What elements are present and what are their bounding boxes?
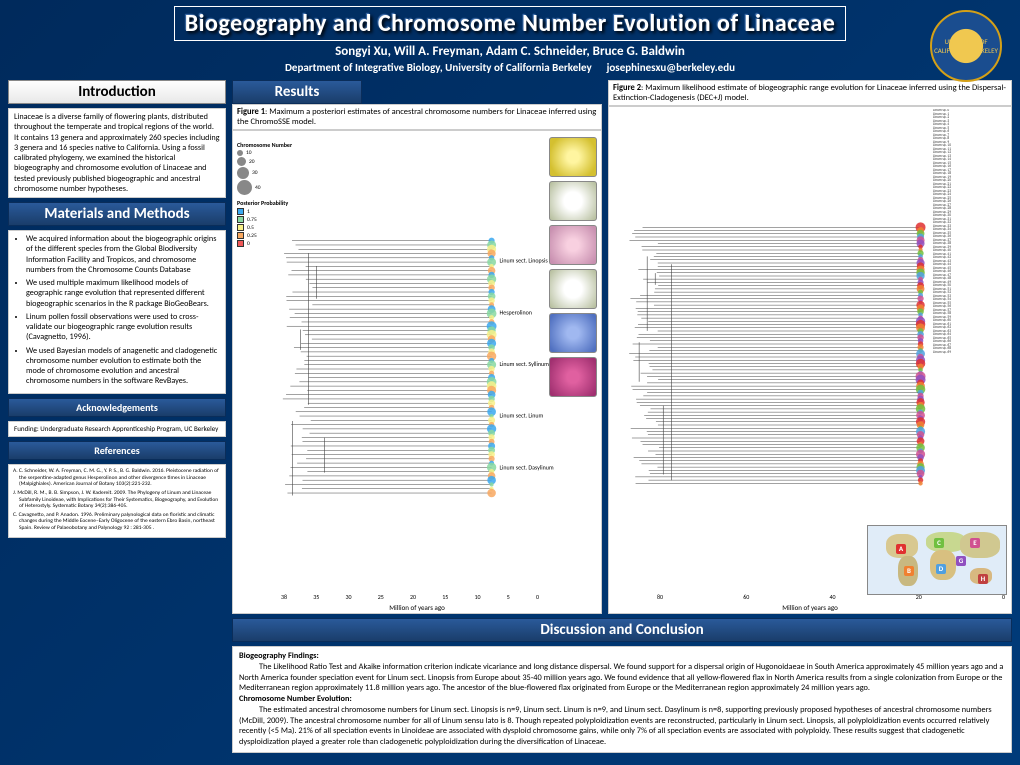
content-area: Introduction Linaceae is a diverse famil… [0, 76, 1020, 759]
map-marker: C [934, 538, 944, 548]
clade-label: Hesperolinon [500, 308, 532, 316]
map-marker: H [978, 574, 988, 584]
reference-item: J. McDill, R. M., B. B. Simpson, J. W. K… [13, 490, 221, 510]
reference-item: C. Cavagnetto, and P. Anadon. 1996. Prel… [13, 512, 221, 532]
chrom-body: The estimated ancestral chromosome numbe… [239, 705, 1005, 748]
seal-text: UNIVERSITY OF CALIFORNIA BERKELEY [932, 37, 1000, 55]
chrom-legend-row: 30 [237, 167, 292, 179]
prob-legend-row: 0.75 [237, 216, 292, 223]
affil-text: Department of Integrative Biology, Unive… [285, 61, 592, 74]
chrom-legend-row: 10 [237, 150, 292, 156]
biogeo-body: The Likelihood Ratio Test and Akaike inf… [239, 662, 1005, 694]
methods-header: Materials and Methods [8, 202, 226, 226]
clade-label: Linum sect. Dasylinum [500, 463, 554, 471]
reference-item: A. C. Schneider, W. A. Freyman, C. M. G.… [13, 468, 221, 488]
title-bar: Biogeography and Chromosome Number Evolu… [0, 0, 1020, 76]
right-column: Results Figure 1: Figure 1: Maximum a po… [232, 80, 1012, 753]
prob-legend-title: Posterior Probability [237, 199, 292, 207]
chrom-legend-title: Chromosome Number [237, 141, 292, 149]
chrom-legend-row: 20 [237, 157, 292, 166]
flower-yellow-icon [549, 137, 597, 177]
methods-item: We used multiple maximum likelihood mode… [26, 278, 220, 309]
tick: 5 [507, 593, 510, 601]
flower-magenta-icon [549, 357, 597, 397]
tick: 40 [829, 593, 835, 601]
map-marker: E [970, 538, 980, 548]
methods-item: We acquired information about the biogeo… [26, 234, 220, 275]
discussion-body: Biogeography Findings: The Likelihood Ra… [232, 646, 1012, 753]
figure-1: Results Figure 1: Figure 1: Maximum a po… [232, 80, 602, 614]
biogeo-title: Biogeography Findings: [239, 651, 319, 661]
tick: 15 [442, 593, 448, 601]
fig2-body: Linum sp. 0Linum sp. 1Linum sp. 2Linum s… [608, 106, 1012, 614]
ack-header: Acknowledgements [8, 398, 226, 417]
map-marker: D [936, 564, 946, 574]
figure-2: Figure 2: Maximum likelihood estimate of… [608, 80, 1012, 614]
clade-label: Linum sect. Linum [500, 412, 544, 420]
world-map: A B C D EG H [867, 525, 1007, 595]
methods-body: We acquired information about the biogeo… [8, 230, 226, 394]
fig1-axis: Million of years ago [233, 603, 601, 612]
prob-legend-row: 1 [237, 208, 292, 215]
tick: 60 [743, 593, 749, 601]
left-column: Introduction Linaceae is a diverse famil… [8, 80, 226, 753]
tick: 20 [916, 593, 922, 601]
chrom-title: Chromosome Number Evolution: [239, 694, 352, 704]
fig2-axis: Million of years ago [609, 603, 1011, 612]
fig2-caption: Figure 2: Maximum likelihood estimate of… [608, 80, 1012, 106]
species-list: Linum sp. 0Linum sp. 1Linum sp. 2Linum s… [933, 109, 1009, 354]
flower-blue-icon [549, 313, 597, 353]
fig1-body: Chromosome Number 10203040 Posterior Pro… [232, 130, 602, 614]
tick: 10 [475, 593, 481, 601]
map-marker: A [896, 544, 906, 554]
prob-legend-row: 0.5 [237, 224, 292, 231]
tick: 35 [313, 593, 319, 601]
tick: 0 [1002, 593, 1005, 601]
tick: 38 [281, 593, 287, 601]
tick: 80 [657, 593, 663, 601]
intro-body: Linaceae is a diverse family of flowerin… [8, 108, 226, 198]
tick: 25 [378, 593, 384, 601]
intro-header: Introduction [8, 80, 226, 104]
prob-legend-row: 0.25 [237, 232, 292, 239]
prob-legend-row: 0 [237, 240, 292, 247]
chrom-legend: Chromosome Number 10203040 Posterior Pro… [237, 141, 292, 248]
email: josephinesxu@berkeley.edu [607, 61, 735, 74]
fig1-ticks: 38 35 30 25 20 15 10 5 0 [281, 593, 539, 601]
clade-label: Linum sect. Syllinum [500, 360, 550, 368]
flower-images [549, 137, 597, 397]
berkeley-seal-icon: UNIVERSITY OF CALIFORNIA BERKELEY [930, 10, 1002, 82]
affiliation: Department of Integrative Biology, Unive… [10, 61, 1010, 74]
chrom-legend-row: 40 [237, 180, 292, 195]
map-marker: B [904, 566, 914, 576]
fig2-ticks: 80 60 40 20 0 [657, 593, 1005, 601]
tick: 30 [346, 593, 352, 601]
flower-white-icon [549, 181, 597, 221]
methods-item: We used Bayesian models of anagenetic an… [26, 346, 220, 387]
ack-body: Funding: Undergraduate Research Apprenti… [8, 421, 226, 438]
discussion-header: Discussion and Conclusion [232, 618, 1012, 642]
tick: 20 [410, 593, 416, 601]
clade-label: Linum sect. Linopsis [500, 257, 549, 265]
flower-white2-icon [549, 269, 597, 309]
tick: 0 [536, 593, 539, 601]
refs-header: References [8, 441, 226, 460]
results-header: Results [232, 80, 362, 104]
map-marker: G [956, 556, 966, 566]
methods-item: Linum pollen fossil observations were us… [26, 312, 220, 343]
fig1-caption: Figure 1: Figure 1: Maximum a posteriori… [232, 104, 602, 130]
poster-title: Biogeography and Chromosome Number Evolu… [174, 6, 847, 41]
authors: Songyi Xu, Will A. Freyman, Adam C. Schn… [10, 44, 1010, 59]
flower-pink-icon [549, 225, 597, 265]
figure-row: Results Figure 1: Figure 1: Maximum a po… [232, 80, 1012, 614]
refs-body: A. C. Schneider, W. A. Freyman, C. M. G.… [8, 464, 226, 537]
